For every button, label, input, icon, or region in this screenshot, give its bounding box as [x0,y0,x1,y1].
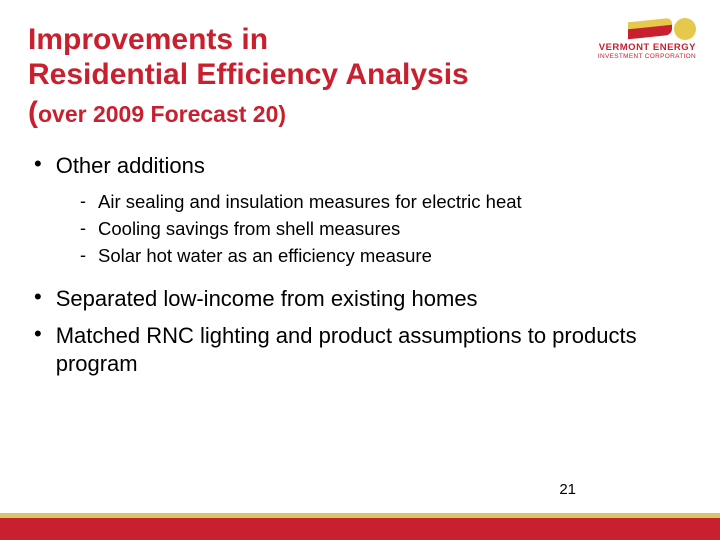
subtitle-paren: ( [28,96,38,129]
bullet-text: Other additions [56,152,205,180]
slide: VERMONT ENERGY INVESTMENT CORPORATION Im… [0,0,720,540]
slide-subtitle: (over 2009 Forecast 20) [28,95,692,130]
bullet-level1: • Separated low-income from existing hom… [34,285,692,313]
bullet-dot-icon: • [34,152,42,176]
subtitle-inner: over 2009 Forecast 20) [38,101,286,127]
brand-logo: VERMONT ENERGY INVESTMENT CORPORATION [598,18,696,60]
logo-mark [598,18,696,40]
slide-title-line1: Improvements in [28,22,692,57]
footer-bar [0,510,720,540]
sub-bullet-group: - Air sealing and insulation measures fo… [80,190,692,269]
bullet-level2: - Cooling savings from shell measures [80,217,692,242]
sub-bullet-text: Air sealing and insulation measures for … [98,190,522,215]
logo-text-line2: INVESTMENT CORPORATION [598,53,696,60]
sun-icon [674,18,696,40]
logo-text-line1: VERMONT ENERGY [598,42,696,53]
bullet-dot-icon: • [34,285,42,309]
dash-icon: - [80,244,86,267]
slide-title-line2: Residential Efficiency Analysis [28,57,692,92]
bullet-level2: - Solar hot water as an efficiency measu… [80,244,692,269]
bullet-level1: • Other additions [34,152,692,180]
sub-bullet-text: Cooling savings from shell measures [98,217,400,242]
footer-red-stripe [0,518,720,540]
dash-icon: - [80,190,86,213]
page-number: 21 [559,481,576,498]
sub-bullet-text: Solar hot water as an efficiency measure [98,244,432,269]
slide-content: • Other additions - Air sealing and insu… [28,152,692,377]
bullet-level2: - Air sealing and insulation measures fo… [80,190,692,215]
swoosh-icon [628,18,672,38]
dash-icon: - [80,217,86,240]
bullet-text: Matched RNC lighting and product assumpt… [56,322,692,377]
bullet-text: Separated low-income from existing homes [56,285,478,313]
bullet-dot-icon: • [34,322,42,346]
bullet-level1: • Matched RNC lighting and product assum… [34,322,692,377]
